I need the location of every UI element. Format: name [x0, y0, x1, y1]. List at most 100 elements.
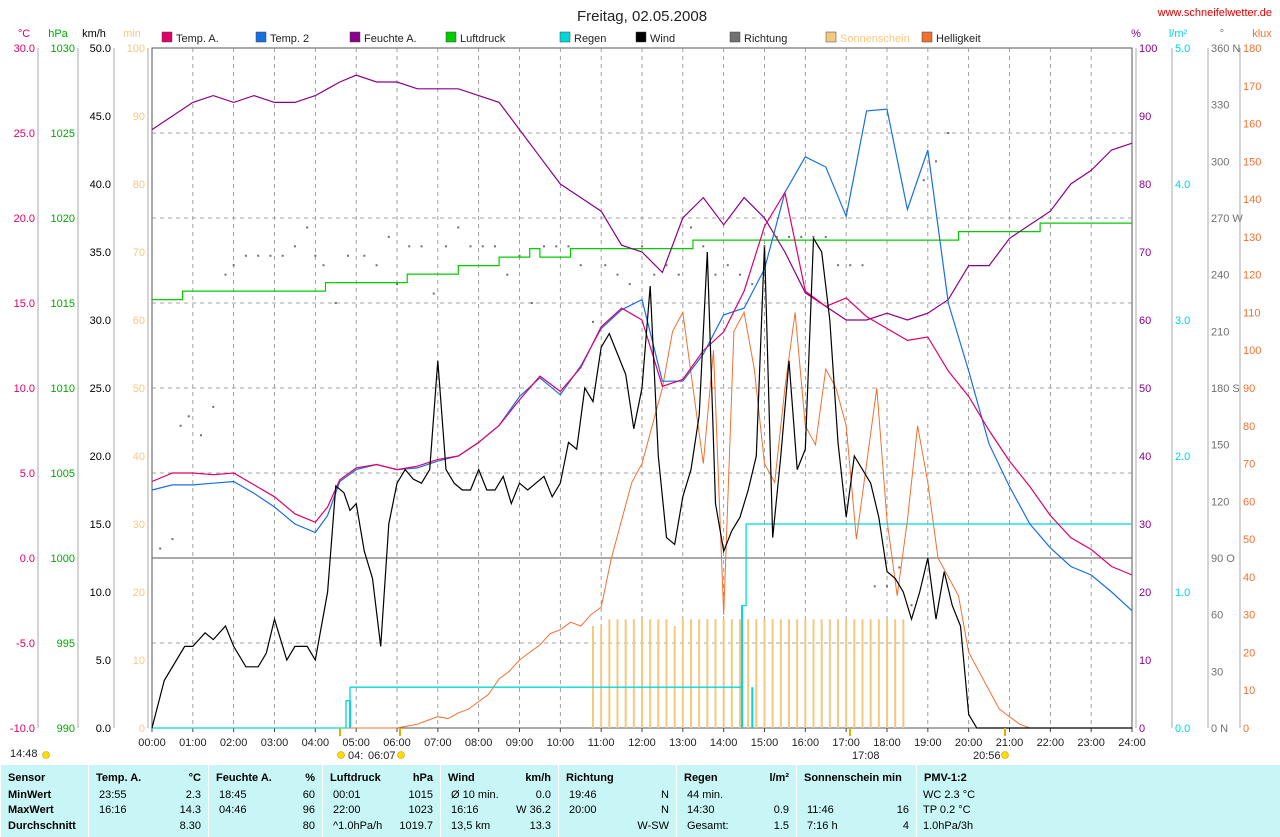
stats-unit: l/m²: [769, 772, 789, 784]
axis-tick-label: 330: [1211, 100, 1229, 112]
axis-tick-label: 1000: [51, 553, 75, 565]
axis-tick-label: 0.0: [1175, 723, 1190, 735]
stats-column: Feuchte A.% 18:45 60 04:46 96 80: [208, 765, 323, 837]
direction-dot: [334, 302, 337, 304]
stats-value: 1.5: [773, 820, 789, 832]
axis-tick-label: 30.0: [90, 315, 111, 327]
stats-row-label: MaxWert: [8, 804, 54, 816]
x-tick-label: 06:00: [383, 737, 411, 749]
annotations: 14:48 04: 06:07 17:08 20:56: [10, 728, 1009, 762]
site-url: www.schneifelwetter.de: [1157, 7, 1272, 19]
axis-tick-label: 130: [1243, 232, 1261, 244]
axis-tick-label: 90: [133, 111, 145, 123]
direction-dot: [269, 254, 272, 257]
axis-tick-label: 70: [1139, 247, 1151, 259]
axis-tick-label: 150: [1243, 156, 1261, 168]
axis-tick-label: 140: [1243, 194, 1261, 206]
direction-dot: [387, 235, 390, 238]
axis-tick-label: 60: [1211, 610, 1223, 622]
stats-header: PMV-1:2: [924, 772, 967, 784]
direction-dot: [293, 245, 296, 248]
direction-dot: [314, 254, 317, 257]
stats-header: Temp. A.: [96, 772, 142, 784]
x-tick-label: 03:00: [261, 737, 289, 749]
x-tick-label: 23:00: [1077, 737, 1105, 749]
axis-tick-label: 20: [133, 587, 145, 599]
x-tick-label: 04:00: [302, 737, 330, 749]
legend-swatch: [445, 31, 457, 43]
legend-label: Sonnenschein: [840, 33, 910, 45]
legend-swatch: [921, 31, 933, 43]
axis-tick-label: 0.0: [96, 723, 111, 735]
direction-dot: [224, 273, 227, 276]
axis-tick-label: -5.0: [16, 638, 35, 650]
axis-tick-label: 20: [1243, 647, 1255, 659]
direction-dot: [306, 226, 309, 229]
chart-title: Freitag, 02.05.2008: [577, 8, 707, 25]
direction-dot: [665, 264, 668, 267]
direction-dot: [922, 179, 925, 182]
axis-tick-label: 5.0: [1175, 43, 1190, 55]
stats-value: 8.30: [179, 820, 201, 832]
legend-label: Wind: [650, 33, 675, 45]
direction-dot: [481, 245, 484, 248]
axis-tick-label: 5.0: [96, 655, 111, 667]
direction-dot: [179, 424, 182, 427]
stats-cell: 13,5 km: [451, 820, 491, 832]
x-tick-label: 09:00: [506, 737, 534, 749]
stats-cell: 18:45: [219, 789, 247, 801]
axis-tick-label: 20: [1139, 587, 1151, 599]
direction-dot: [375, 264, 378, 267]
axis-unit: min: [123, 28, 141, 40]
stats-value: 4: [902, 820, 909, 832]
stats-value: N: [661, 804, 669, 816]
x-tick-label: 12:00: [628, 737, 656, 749]
direction-dot: [824, 235, 827, 238]
stats-value: 14.3: [179, 804, 201, 816]
axis-unit: km/h: [82, 28, 106, 40]
axis-tick-label: 30: [1211, 666, 1223, 678]
direction-dot: [726, 264, 729, 267]
stats-cell: 00:01: [333, 789, 361, 801]
x-tick-label: 18:00: [873, 737, 901, 749]
stats-row-label: MinWert: [8, 789, 52, 801]
axis-tick-label: 80: [133, 179, 145, 191]
axis-tick-label: 50.0: [90, 43, 111, 55]
x-tick-label: 08:00: [465, 737, 493, 749]
axis-tick-label: 35.0: [90, 247, 111, 259]
direction-dot: [861, 264, 864, 267]
stats-cell: WC 2.3 °C: [923, 789, 976, 801]
stats-column: Luftdruck hPa 00:01 1015 22:00 1023 ^1.0hPa/h 1…: [322, 765, 441, 837]
axis-tick-label: 1.0: [1175, 587, 1190, 599]
stats-column: Richtung 19:46 N 20:00 N W-SW: [558, 765, 677, 837]
axis-tick-label: 80: [1243, 421, 1255, 433]
direction-dot: [518, 254, 521, 257]
x-axis: 00:00 01:00 02:00 03:00 04:00 05:00 06:00 07:00…: [138, 728, 1146, 749]
axis-tick-label: 1030: [51, 43, 75, 55]
axis-tick-label: 110: [1243, 307, 1261, 319]
stats-cell: Ø 10 min.: [451, 789, 499, 801]
direction-dot: [947, 132, 950, 134]
sun-icon: [397, 751, 405, 759]
x-tick-label: 00:00: [138, 737, 166, 749]
legend-swatch: [255, 31, 267, 43]
axis-tick-label: -10.0: [10, 723, 35, 735]
x-tick-label: 10:00: [547, 737, 575, 749]
stats-column: PMV-1:2 WC 2.3 °C TP 0.2 °C 1.0hPa/3h: [916, 765, 1280, 837]
legend-swatch: [559, 31, 571, 43]
axis-tick-label: 10: [133, 655, 145, 667]
axis-tick-label: 70: [133, 247, 145, 259]
humidity-line: [151, 74, 1133, 321]
direction-dot: [751, 283, 754, 286]
sun-icon: [42, 751, 50, 759]
time-annotation: 17:08: [852, 750, 880, 762]
stats-value: 80: [302, 820, 315, 832]
temp-a-line: [151, 190, 1133, 576]
direction-dot: [653, 273, 656, 276]
stats-header: Sensor: [8, 772, 46, 784]
direction-dot: [543, 245, 545, 248]
x-tick-label: 05:00: [342, 737, 370, 749]
axis-unit: hPa: [48, 28, 68, 40]
direction-dot: [445, 245, 447, 248]
legend-label: Luftdruck: [460, 33, 506, 45]
